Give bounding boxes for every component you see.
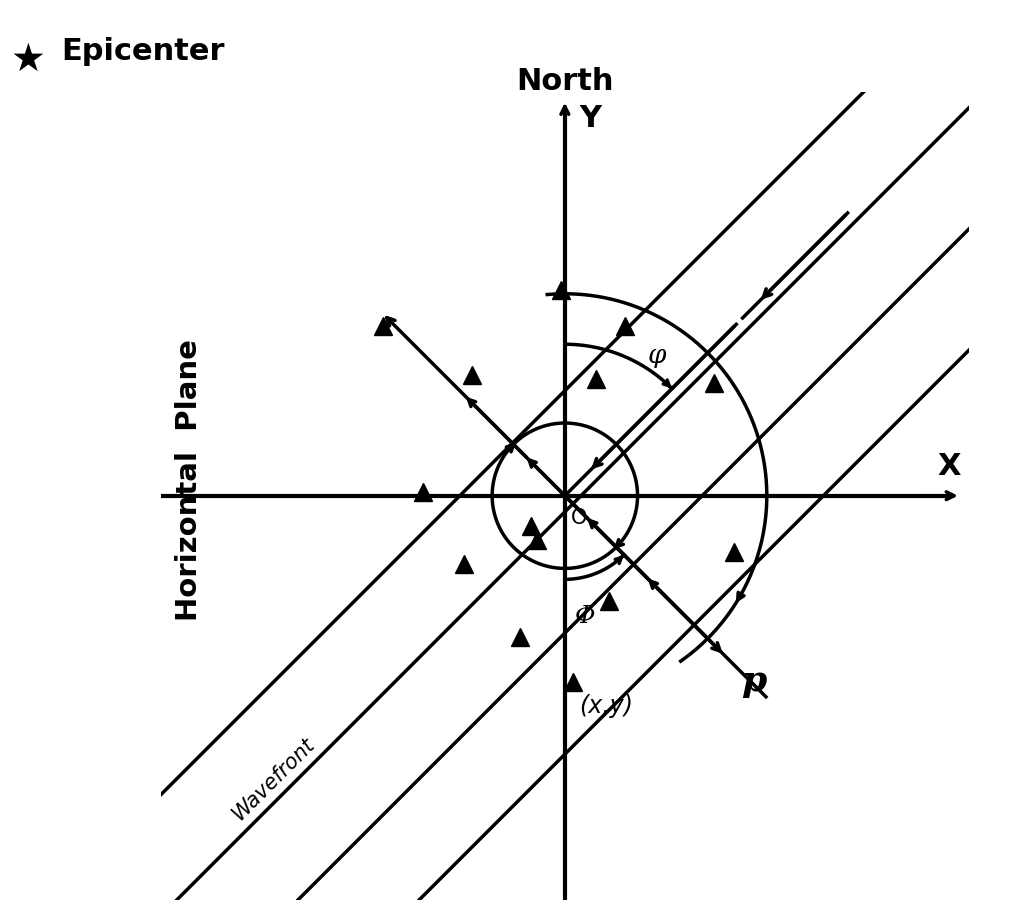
Text: ★: ★ bbox=[10, 41, 45, 79]
Text: Epicenter: Epicenter bbox=[62, 37, 225, 66]
Text: O: O bbox=[571, 508, 587, 528]
Text: Y: Y bbox=[579, 104, 602, 133]
Text: X: X bbox=[938, 453, 960, 481]
Text: North: North bbox=[517, 67, 613, 95]
Text: Horizontal  Plane: Horizontal Plane bbox=[176, 339, 203, 621]
Text: φ: φ bbox=[648, 342, 667, 368]
Text: Φ: Φ bbox=[574, 605, 595, 628]
Text: p: p bbox=[740, 664, 766, 698]
Text: (x,y): (x,y) bbox=[579, 694, 634, 718]
Text: Wavefront: Wavefront bbox=[229, 733, 319, 823]
